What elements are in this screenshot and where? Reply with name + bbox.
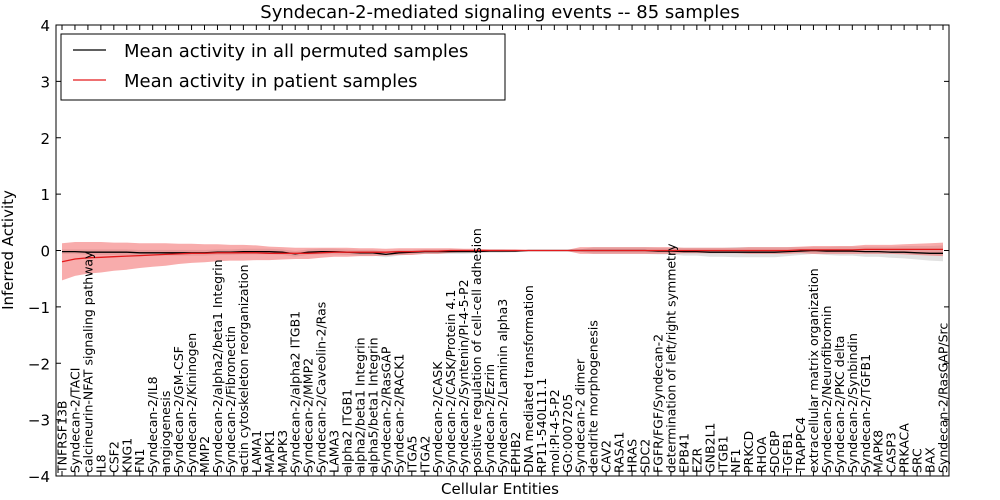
x-tick-label: SDCBP bbox=[767, 430, 782, 473]
y-axis: −4 −3 −2 −1 0 1 2 3 4 bbox=[28, 17, 949, 486]
x-tick-label: Syndecan-2/TGFB1 bbox=[858, 354, 873, 473]
x-tick-label: ITGA5 bbox=[404, 435, 419, 473]
legend-label-permuted: Mean activity in all permuted samples bbox=[124, 41, 468, 62]
x-tick-label: CASP3 bbox=[884, 432, 899, 473]
x-tick-label: KNG1 bbox=[119, 438, 134, 473]
y-tick-label: 2 bbox=[40, 130, 50, 148]
x-tick-label: Syndecan-2/CASK/Protein 4.1 bbox=[443, 290, 458, 473]
x-tick-label: dendrite morphogenesis bbox=[586, 320, 601, 473]
x-tick-label: LAMA1 bbox=[249, 430, 264, 473]
legend: Mean activity in all permuted samples Me… bbox=[60, 33, 506, 101]
x-tick-label: GO:0007205 bbox=[560, 394, 575, 473]
series-lines bbox=[61, 248, 943, 263]
x-tick-label: SDC2 bbox=[638, 439, 653, 473]
x-tick-label: ITGB1 bbox=[715, 435, 730, 473]
x-tick-label: Syndecan-2/RasGAP/Src bbox=[936, 323, 951, 473]
x-tick-label: BAX bbox=[923, 447, 938, 473]
x-tick-label: alpha5/beta1 Integrin bbox=[365, 337, 380, 473]
x-tick-label: Syndecan-2/alpha2/beta1 Integrin bbox=[210, 259, 225, 473]
x-tick-label: EPB41 bbox=[676, 433, 691, 473]
x-tick-label: RHOA bbox=[754, 436, 769, 473]
x-tick-label: EZR bbox=[689, 448, 704, 473]
x-tick-label: FN1 bbox=[132, 449, 147, 474]
x-tick-label: HRAS bbox=[625, 439, 640, 473]
x-tick-label: Syndecan-2 dimer bbox=[573, 358, 588, 473]
chart-title: Syndecan-2-mediated signaling events -- … bbox=[260, 2, 739, 23]
x-tick-label: RASA1 bbox=[612, 432, 627, 473]
x-tick-label: MAPK8 bbox=[871, 430, 886, 473]
x-tick-label: alpha2/beta1 Integrin bbox=[353, 337, 368, 473]
x-tick-label: Syndecan-2/Neurofibromin bbox=[819, 306, 834, 473]
x-tick-label: Syndecan-2/Caveolin-2/Ras bbox=[314, 302, 329, 473]
x-tick-label: CAV2 bbox=[599, 440, 614, 473]
x-tick-label: TGFB1 bbox=[780, 432, 795, 474]
x-tick-label: CSF2 bbox=[106, 441, 121, 473]
x-tick-label: FGFR/FGF/Syndecan-2 bbox=[651, 334, 666, 473]
x-tick-label: Syndecan-2/RasGAP bbox=[378, 346, 393, 473]
x-tick-label: Syndecan-2/Ezrin bbox=[482, 364, 497, 473]
x-tick-label: Syndecan-2/Laminin alpha3 bbox=[495, 299, 510, 473]
x-tick-label: NF1 bbox=[728, 449, 743, 474]
x-tick-label: Syndecan-2/RACK1 bbox=[391, 354, 406, 473]
x-tick-label: Syndecan-2/alpha2 ITGB1 bbox=[288, 311, 303, 473]
y-tick-label: 0 bbox=[40, 243, 50, 261]
x-tick-label: Syndecan-2/Syntenin/PI-4-5-P2 bbox=[456, 279, 471, 473]
x-tick-label: extracellular matrix organization bbox=[806, 268, 821, 473]
legend-label-patient: Mean activity in patient samples bbox=[124, 71, 418, 92]
y-tick-label: 4 bbox=[40, 17, 50, 35]
plot-frame bbox=[55, 24, 950, 477]
x-tick-label: ITGA2 bbox=[417, 435, 432, 473]
x-tick-label: calcineurin-NFAT signaling pathway bbox=[80, 251, 95, 473]
y-tick-label: −2 bbox=[28, 355, 50, 373]
x-tick-label: TNFRSF13B bbox=[55, 401, 70, 474]
x-tick-label: Syndecan-2/CASK bbox=[430, 361, 445, 473]
y-tick-label: 1 bbox=[40, 186, 50, 204]
x-tick-label: PRKACA bbox=[897, 423, 912, 473]
y-tick-label: 3 bbox=[40, 73, 50, 91]
x-tick-label: alpha2 ITGB1 bbox=[340, 389, 355, 473]
x-tick-label: Syndecan-2/GM-CSF bbox=[171, 346, 186, 473]
x-axis: TNFRSF13BSyndecan-2/TACIcalcineurin-NFAT… bbox=[55, 25, 951, 476]
x-tick-label: angiogenesis bbox=[158, 391, 173, 473]
y-axis-label: Inferred Activity bbox=[0, 190, 17, 310]
y-tick-label: −4 bbox=[28, 468, 50, 486]
y-tick-label: −1 bbox=[28, 299, 50, 317]
x-tick-label: TRAPPC4 bbox=[793, 417, 808, 474]
x-tick-label: Syndecan-2/MMP2 bbox=[301, 358, 316, 473]
x-tick-label: SRC bbox=[910, 448, 925, 473]
x-tick-label: determination of left/right symmetry bbox=[663, 243, 678, 473]
x-tick-label: mol:PI-4-5-P2 bbox=[547, 389, 562, 473]
x-tick-label: Syndecan-2/Synbindin bbox=[845, 333, 860, 473]
x-tick-label: EPHB2 bbox=[508, 432, 523, 473]
x-tick-label: actin cytoskeleton reorganization bbox=[236, 264, 251, 473]
legend-box bbox=[60, 33, 506, 101]
x-tick-label: MAPK3 bbox=[275, 430, 290, 473]
x-tick-label: IL8 bbox=[93, 454, 108, 473]
x-tick-label: Syndecan-2/TACI bbox=[68, 368, 83, 473]
series-line-patient bbox=[61, 248, 943, 263]
x-tick-label: positive regulation of cell-cell adhesio… bbox=[469, 228, 484, 473]
x-tick-label: PRKCD bbox=[741, 431, 756, 473]
x-axis-label: Cellular Entities bbox=[441, 480, 559, 498]
x-tick-label: LAMA3 bbox=[327, 430, 342, 473]
y-tick-label: −3 bbox=[28, 412, 50, 430]
x-tick-label: GNB2L1 bbox=[702, 423, 717, 473]
x-tick-label: Syndecan-2/PKC delta bbox=[832, 336, 847, 473]
x-tick-label: Syndecan-2/Fibronectin bbox=[223, 326, 238, 473]
x-tick-label: Syndecan-2/IL8 bbox=[145, 376, 160, 473]
x-tick-label: RP11-540L11.1 bbox=[534, 378, 549, 473]
x-tick-label: MMP2 bbox=[197, 436, 212, 473]
x-tick-label: MAPK1 bbox=[262, 430, 277, 473]
x-tick-label: DNA mediated transformation bbox=[521, 285, 536, 473]
x-tick-label: Syndecan-2/Kininogen bbox=[184, 333, 199, 473]
